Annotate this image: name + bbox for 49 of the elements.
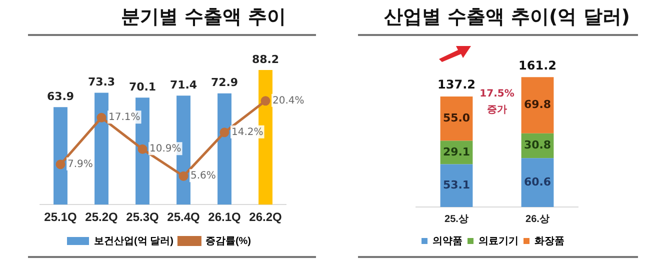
x-tick-label: 25.1Q [44,210,77,224]
data-label: 29.1 [442,145,470,158]
point [260,96,270,106]
legend-label: 증감률(%) [205,236,252,247]
bar [521,77,554,134]
x-tick-label: 26.1Q [208,210,241,224]
point [96,112,106,122]
bar [440,96,473,141]
point [56,160,66,170]
legend-label: 의료기기 [478,236,518,247]
bar [440,164,473,207]
data-label: 7.9% [68,159,93,170]
x-tick-label: 25.상 [444,214,468,225]
x-tick-label: 25.2Q [85,210,118,224]
data-label: 30.8 [524,138,552,152]
data-label: 63.9 [46,90,74,103]
point [178,171,188,181]
data-label: 10.9% [150,144,182,155]
bar [521,158,554,207]
bar [54,107,68,205]
total-label: 137.2 [438,78,476,92]
data-label: 17.1% [108,112,140,124]
data-label: 73.3 [88,76,116,89]
bar [218,93,232,205]
data-label: 53.1 [442,178,470,192]
legend-label: 보건산업(억 달러) [94,236,174,247]
total-label: 161.2 [518,58,556,72]
x-tick-label: 26.2Q [249,210,282,224]
annotation: 17.5% 증가 [480,88,514,116]
legend-label: 화장품 [534,236,564,247]
data-label: 72.9 [210,76,238,90]
data-label: 14.2% [232,126,264,138]
chart-title: 분기별 수출액 추이 [28,0,316,36]
x-tick-label: 25.3Q [126,210,159,224]
data-label: 5.6% [190,170,216,182]
x-tick-label: 25.4Q [167,210,200,224]
data-label: 60.6 [524,175,552,188]
data-label: 70.1 [128,80,156,94]
x-tick-label: 26.상 [526,214,550,225]
legend-label: 의약품 [432,236,462,247]
data-label: 55.0 [442,111,470,124]
data-label: 71.4 [170,78,198,92]
chart-title: 산업별 수출액 추이(억 달러) [358,0,638,36]
data-label: 69.8 [524,98,552,112]
data-label: 88.2 [252,52,280,66]
point [220,128,230,138]
point [138,144,148,154]
data-label: 20.4% [272,95,304,106]
bar [94,92,108,205]
